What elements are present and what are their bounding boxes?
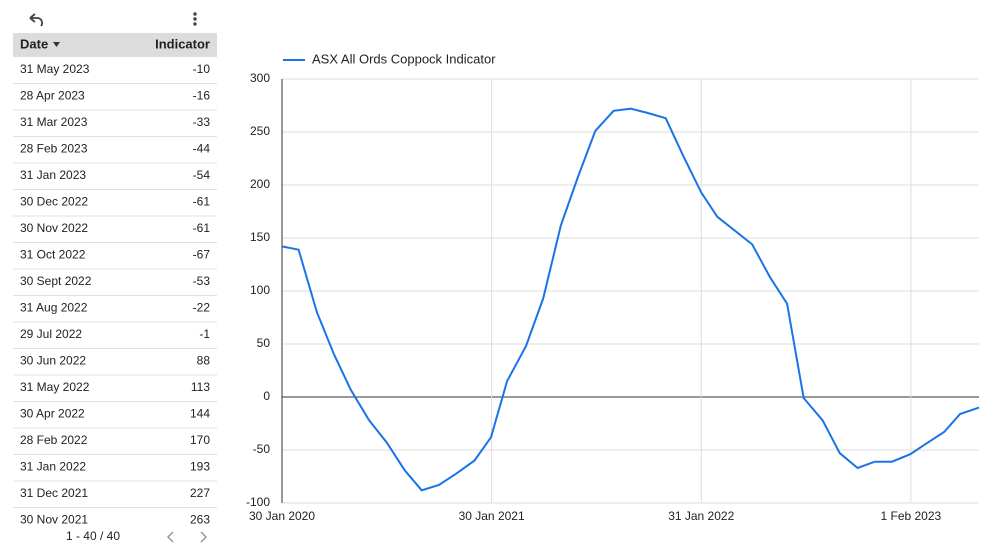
- cell-date: 31 Mar 2023: [20, 115, 88, 129]
- cell-date: 31 Jan 2022: [20, 460, 86, 474]
- footer-bg: [0, 525, 240, 559]
- y-tick-label: 300: [250, 71, 270, 85]
- cell-value: 113: [191, 380, 210, 394]
- y-tick-label: -100: [246, 495, 270, 509]
- table-header: [13, 33, 217, 57]
- cell-value: -61: [193, 195, 211, 209]
- cell-date: 30 Nov 2022: [20, 221, 88, 235]
- cell-date: 31 Dec 2021: [20, 486, 88, 500]
- cell-date: 30 Nov 2021: [20, 513, 88, 527]
- series-line: [282, 107, 980, 492]
- cell-date: 31 Aug 2022: [20, 301, 88, 315]
- cell-value: 263: [190, 513, 210, 527]
- y-tick-label: 250: [250, 124, 270, 138]
- y-tick-label: 50: [257, 336, 271, 350]
- cell-value: -16: [193, 89, 211, 103]
- cell-date: 30 Apr 2022: [20, 407, 85, 421]
- more-icon[interactable]: [193, 12, 197, 26]
- cell-value: 170: [190, 433, 210, 447]
- cell-date: 28 Feb 2023: [20, 142, 88, 156]
- cell-value: 144: [190, 407, 210, 421]
- cell-date: 31 May 2023: [20, 62, 90, 76]
- cell-value: -44: [193, 142, 211, 156]
- cell-date: 30 Dec 2022: [20, 195, 88, 209]
- cell-value: 193: [190, 460, 210, 474]
- cell-value: -33: [193, 115, 211, 129]
- column-header[interactable]: Date: [20, 36, 48, 51]
- legend-label: ASX All Ords Coppock Indicator: [312, 51, 496, 66]
- cell-date: 28 Apr 2023: [20, 89, 85, 103]
- cell-date: 28 Feb 2022: [20, 433, 88, 447]
- cell-value: -53: [193, 274, 211, 288]
- y-tick-label: 200: [250, 177, 270, 191]
- prev-page[interactable]: [166, 531, 174, 543]
- cell-date: 31 May 2022: [20, 380, 90, 394]
- y-tick-label: 100: [250, 283, 270, 297]
- next-page[interactable]: [200, 531, 208, 543]
- cell-value: 88: [197, 354, 211, 368]
- cell-date: 31 Jan 2023: [20, 168, 86, 182]
- cell-value: -10: [193, 62, 211, 76]
- column-header[interactable]: Indicator: [155, 36, 210, 51]
- x-tick-label: 30 Jan 2020: [249, 509, 315, 523]
- cell-value: -54: [193, 168, 211, 182]
- cell-value: 227: [190, 486, 210, 500]
- pagination: 1 - 40 / 40: [66, 529, 120, 543]
- y-tick-label: 150: [250, 230, 270, 244]
- x-tick-label: 1 Feb 2023: [880, 509, 941, 523]
- sort-icon[interactable]: [53, 42, 60, 47]
- cell-value: -61: [193, 221, 211, 235]
- table-body: 31 May 2023 -10 28 Apr 2023 -16 31 Mar 2023 -…: [13, 62, 217, 535]
- cell-value: -22: [193, 301, 211, 315]
- cell-date: 31 Oct 2022: [20, 248, 86, 262]
- chart: -100 -50 0 50 100 150 200 250 300 30 Jan 2020 30 J…: [246, 51, 980, 523]
- cell-value: -67: [193, 248, 211, 262]
- x-tick-label: 31 Jan 2022: [668, 509, 734, 523]
- cell-date: 30 Jun 2022: [20, 354, 86, 368]
- cell-date: 29 Jul 2022: [20, 327, 82, 341]
- y-tick-label: -50: [253, 442, 271, 456]
- undo-icon[interactable]: [29, 13, 43, 27]
- y-tick-label: 0: [263, 389, 270, 403]
- x-tick-label: 30 Jan 2021: [459, 509, 525, 523]
- cell-date: 30 Sept 2022: [20, 274, 92, 288]
- cell-value: -1: [199, 327, 210, 341]
